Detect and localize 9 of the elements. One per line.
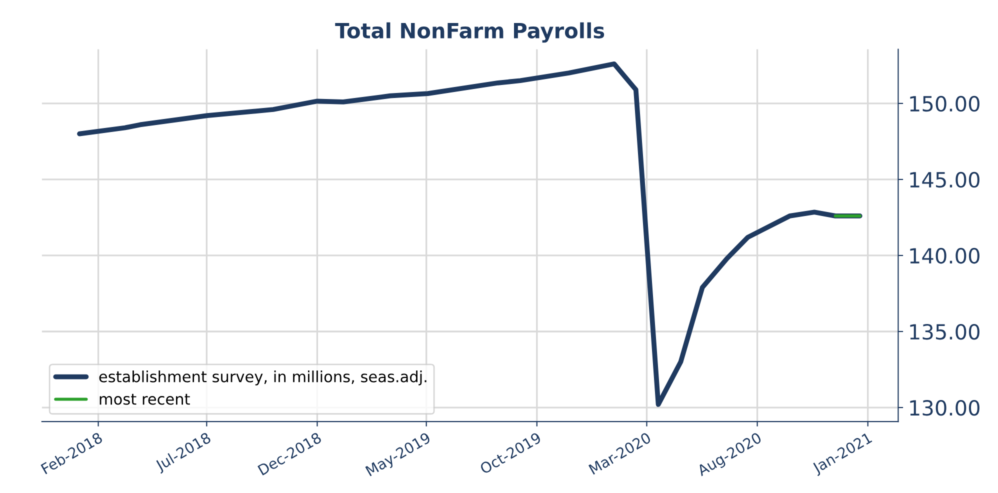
legend-label: establishment survey, in millions, seas.adj.: [99, 370, 426, 386]
line-series: [77, 61, 862, 407]
y-tick-label: 135.00: [910, 324, 980, 340]
y-tick-label: 130.00: [910, 400, 980, 416]
chart-title: Total NonFarm Payrolls: [335, 22, 604, 43]
y-tick-label: 140.00: [910, 248, 980, 264]
y-tick-label: 145.00: [910, 172, 980, 188]
y-tick-label: 150.00: [910, 96, 980, 112]
legend-label: most recent: [100, 394, 190, 405]
